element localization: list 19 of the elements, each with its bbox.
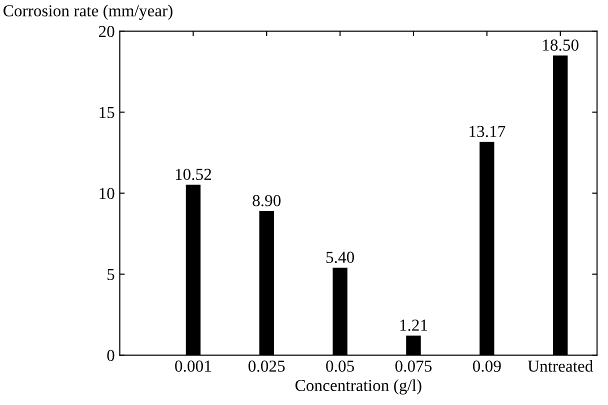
y-tick-label: 0 <box>107 350 114 362</box>
data-label: 8.90 <box>252 194 281 206</box>
x-tick-label: 0.09 <box>472 360 501 372</box>
data-label: 13.17 <box>470 126 506 138</box>
data-label: 18.50 <box>543 39 578 51</box>
x-tick-label: 0.075 <box>395 360 432 372</box>
x-tick-label: Untreated <box>528 360 593 372</box>
y-tick-label: 5 <box>108 269 114 280</box>
x-tick-label: 0.001 <box>175 360 211 372</box>
y-tick-label: 15 <box>100 106 114 118</box>
data-label: 10.52 <box>176 168 212 180</box>
data-label: 1.21 <box>400 320 428 331</box>
y-axis-title: Corrosion rate (mm/year) <box>4 4 172 20</box>
data-label: 5.40 <box>326 252 354 264</box>
x-axis-title: Concentration (g/l) <box>295 379 422 394</box>
y-tick-label: 20 <box>98 26 114 38</box>
x-tick-label: 0.025 <box>248 360 285 372</box>
x-tick-label: 0.05 <box>326 360 354 372</box>
y-tick-label: 10 <box>100 188 114 200</box>
